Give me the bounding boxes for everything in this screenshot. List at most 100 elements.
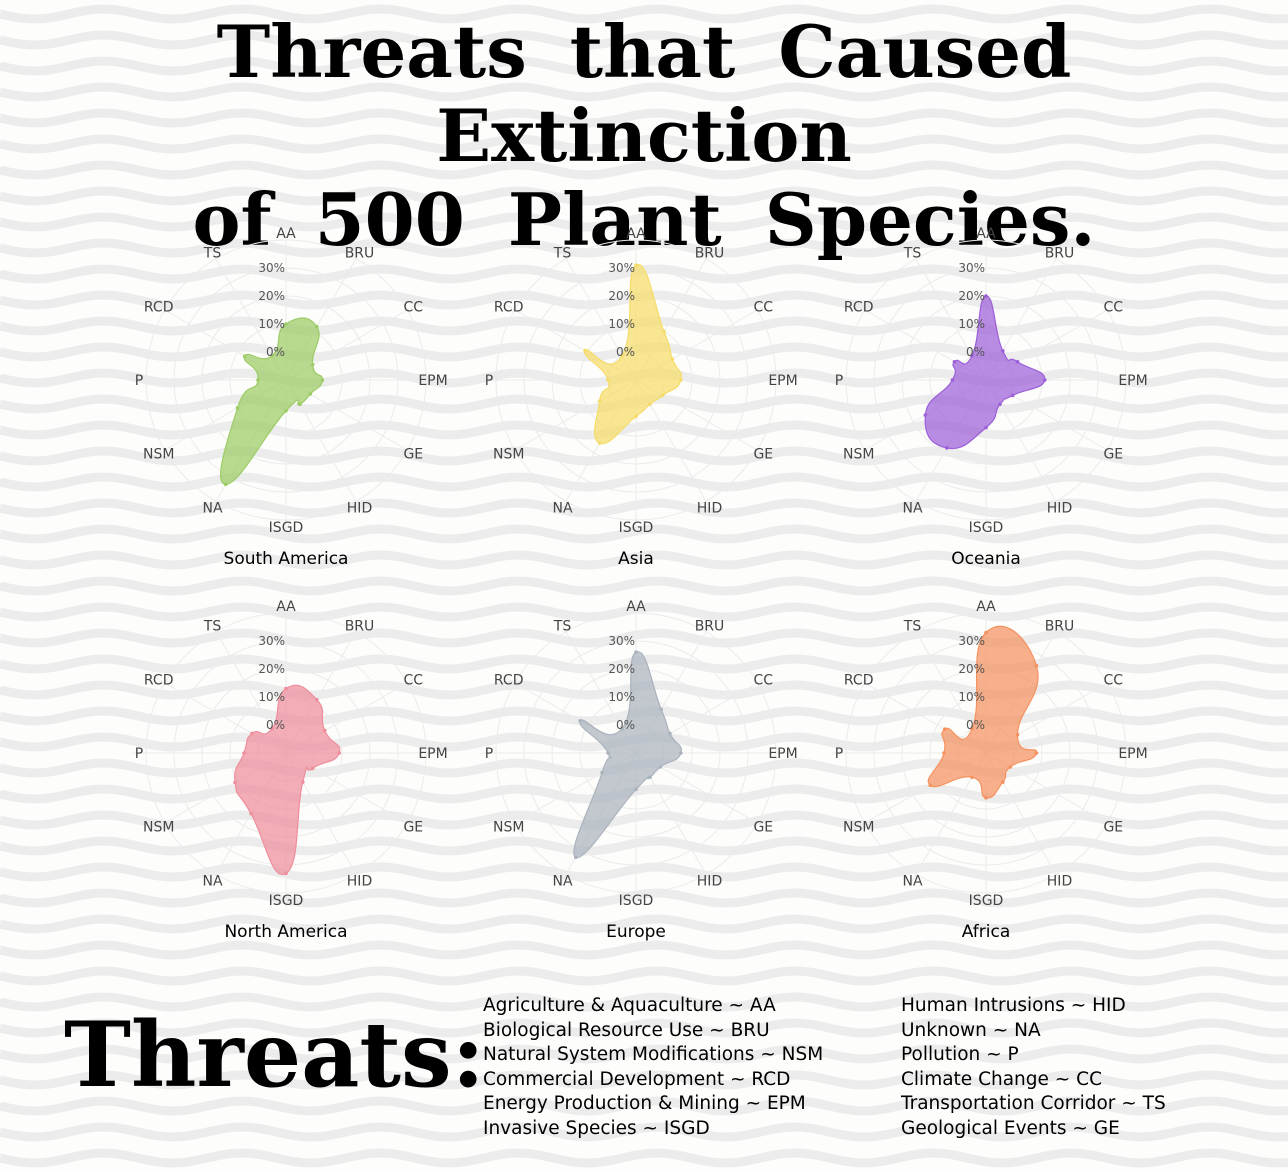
radial-tick-label: 30% <box>258 261 285 275</box>
data-point <box>942 751 946 755</box>
data-point <box>950 378 955 382</box>
data-point <box>1015 360 1020 364</box>
data-point <box>250 731 254 736</box>
data-point <box>308 392 313 396</box>
radial-tick-label: 30% <box>258 634 285 648</box>
legend-entry: Transportation Corridor ~ TS <box>901 1093 1166 1114</box>
data-point <box>310 362 315 367</box>
legend-entry: Commercial Development ~ RCD <box>483 1068 791 1090</box>
data-point <box>1015 733 1020 737</box>
radial-tick-label: 10% <box>958 317 985 331</box>
category-label: P <box>135 746 143 762</box>
category-label: NA <box>552 873 572 889</box>
chart-title: South America <box>224 549 349 569</box>
radial-tick-label: 10% <box>958 690 985 704</box>
category-label: ISGD <box>619 893 654 909</box>
data-point <box>634 787 638 792</box>
data-point <box>606 751 610 755</box>
data-point <box>256 378 260 382</box>
data-point <box>315 324 319 329</box>
category-label: AA <box>276 226 296 242</box>
data-point <box>284 322 288 326</box>
data-point <box>984 425 988 430</box>
radar-area <box>220 317 324 485</box>
category-label: BRU <box>695 619 725 635</box>
category-label: NSM <box>143 820 174 836</box>
radial-tick-label: 0% <box>616 345 635 359</box>
data-point <box>984 630 988 635</box>
radial-tick-label: 20% <box>608 662 635 676</box>
data-point <box>970 353 974 358</box>
category-label: GE <box>1103 447 1123 463</box>
category-label: GE <box>753 820 773 836</box>
category-label: EPM <box>418 746 447 762</box>
chart-title: Africa <box>962 922 1011 942</box>
data-point <box>620 353 624 358</box>
radar-chart: 0% 10% 20% 30% AA BRU CC EPM GE HID ISGD NA NSM P RCD T… <box>132 226 448 569</box>
category-label: NA <box>202 500 222 516</box>
data-point <box>597 399 602 403</box>
data-point <box>670 357 675 361</box>
data-point <box>660 393 665 398</box>
legend-entry: Unknown ~ NA <box>901 1019 1041 1041</box>
data-point <box>1034 751 1039 755</box>
radial-tick-label: 30% <box>608 261 635 275</box>
legend-entry: Energy Production & Mining ~ EPM <box>483 1093 806 1114</box>
category-label: EPM <box>418 373 447 389</box>
category-label: HID <box>347 873 372 889</box>
radial-tick-label: 20% <box>608 289 635 303</box>
data-point <box>242 354 247 359</box>
category-label: BRU <box>1045 619 1075 635</box>
data-point <box>298 402 302 407</box>
category-label: ISGD <box>969 520 1004 536</box>
category-label: TS <box>203 619 222 635</box>
title-line-1: Threats that Caused Extinction <box>216 9 1072 178</box>
chart-title: Oceania <box>951 549 1021 569</box>
data-point <box>270 353 274 358</box>
data-point <box>301 780 305 784</box>
category-label: NSM <box>493 447 524 463</box>
data-point <box>945 446 949 450</box>
data-point <box>923 413 928 417</box>
category-label: RCD <box>844 300 874 316</box>
category-label: GE <box>1103 820 1123 836</box>
category-label: RCD <box>844 673 874 689</box>
radial-tick-label: 10% <box>258 317 285 331</box>
category-label: HID <box>697 873 722 889</box>
data-point <box>928 783 933 787</box>
radial-tick-label: 0% <box>966 718 985 732</box>
category-label: RCD <box>144 300 174 316</box>
data-point <box>634 650 638 654</box>
category-label: TS <box>553 619 572 635</box>
legend-entry: Agriculture & Aquaculture ~ AA <box>483 995 776 1016</box>
data-point <box>233 780 237 785</box>
category-label: P <box>135 373 143 389</box>
category-label: GE <box>403 447 423 463</box>
radial-tick-label: 20% <box>958 662 985 676</box>
data-point <box>662 329 666 334</box>
data-point <box>284 409 288 413</box>
data-point <box>606 378 610 382</box>
radar-chart: 0% 10% 20% 30% AA BRU CC EPM GE HID ISGD NA NSM P RCD T… <box>832 226 1148 569</box>
category-label: HID <box>1047 500 1072 516</box>
legend-entry: Climate Change ~ CC <box>901 1068 1102 1090</box>
data-point <box>583 348 587 353</box>
legend-entry: Invasive Species ~ ISGD <box>483 1117 710 1139</box>
radial-tick-label: 0% <box>266 718 285 732</box>
radial-tick-label: 30% <box>958 261 985 275</box>
radial-tick-label: 0% <box>266 345 285 359</box>
threats-heading: Threats: <box>64 1002 485 1108</box>
radar-area <box>927 625 1039 799</box>
legend-left-column: Agriculture & Aquaculture ~ AA Biologica… <box>483 994 823 1141</box>
radar-chart: 0% 10% 20% 30% AA BRU CC EPM GE HID ISGD NA NSM P RCD T… <box>832 599 1148 942</box>
category-label: AA <box>976 226 996 242</box>
category-label: P <box>835 746 843 762</box>
legend-right-column: Human Intrusions ~ HID Unknown ~ NA Poll… <box>901 994 1166 1141</box>
category-label: EPM <box>768 746 797 762</box>
data-point <box>597 441 602 445</box>
data-point <box>235 406 240 410</box>
radar-chart: 0% 10% 20% 30% AA BRU CC EPM GE HID ISGD NA NSM P RCD T… <box>482 599 798 942</box>
category-label: CC <box>754 673 774 689</box>
category-label: NA <box>902 873 922 889</box>
legend-entry: Geological Events ~ GE <box>901 1117 1120 1139</box>
